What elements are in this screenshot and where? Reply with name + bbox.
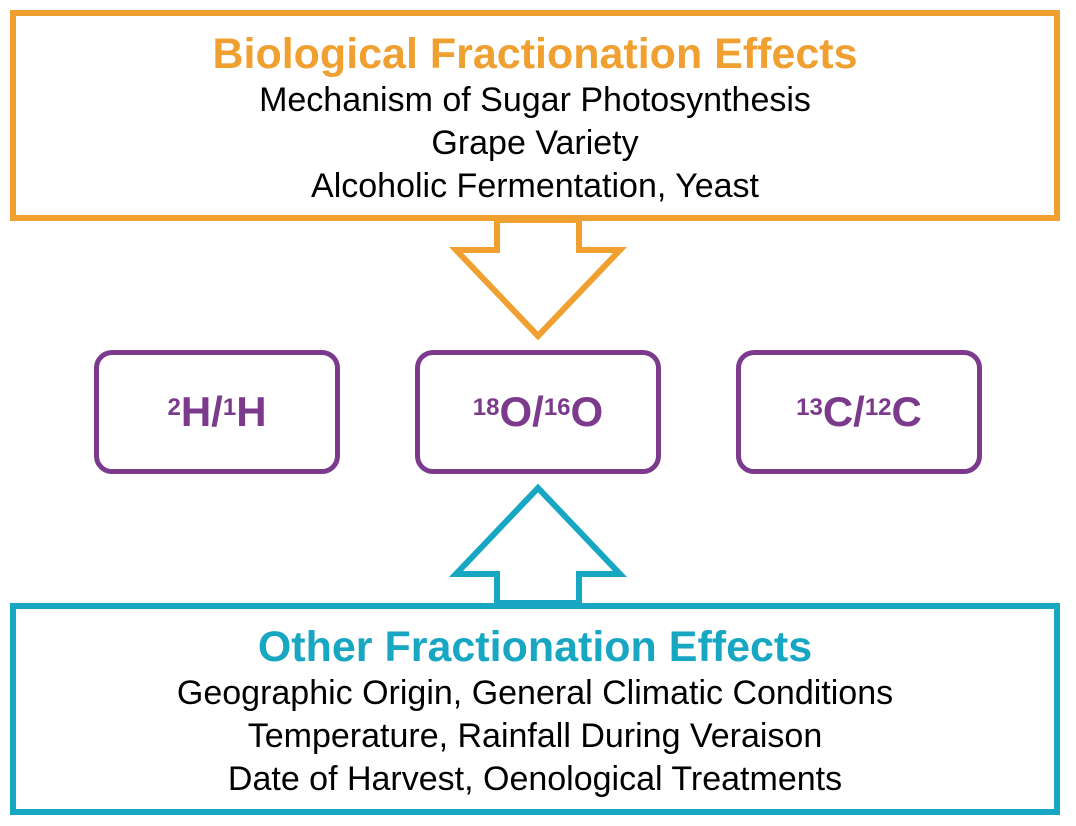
biological-effect-item: Alcoholic Fermentation, Yeast [311, 167, 759, 205]
heavy-mass-number: 2 [167, 394, 181, 421]
light-mass-number: 12 [864, 394, 892, 421]
heavy-mass-number: 18 [472, 394, 500, 421]
isotope-ratio-hydrogen: 2 H/1 H [94, 350, 340, 474]
other-effects-box: Other Fractionation Effects Geographic O… [10, 603, 1060, 815]
other-effect-item: Date of Harvest, Oenological Treatments [227, 760, 843, 798]
other-effect-item: Geographic Origin, General Climatic Cond… [176, 674, 894, 712]
heavy-mass-number: 13 [796, 394, 823, 421]
other-effect-item: Temperature, Rainfall During Veraison [247, 717, 823, 755]
isotope-ratio-oxygen: 18 O/16 O [415, 350, 661, 474]
biological-effect-item: Mechanism of Sugar Photosynthesis [259, 81, 811, 119]
biological-effects-box: Biological Fractionation Effects Mechani… [10, 10, 1060, 221]
biological-effects-title: Biological Fractionation Effects [212, 30, 858, 78]
ratio-slash: / [853, 388, 865, 435]
ratio-slash: / [532, 388, 544, 435]
biological-effects-list: Mechanism of Sugar Photosynthesis Grape … [16, 79, 1054, 208]
light-element: H [236, 388, 267, 435]
up-arrow [448, 483, 628, 606]
other-effects-title: Other Fractionation Effects [257, 623, 813, 671]
heavy-element: C [822, 388, 854, 435]
heavy-element: O [499, 388, 533, 435]
ratio-slash: / [211, 388, 223, 435]
light-element: O [570, 388, 604, 435]
light-mass-number: 1 [222, 394, 237, 421]
down-arrow [448, 217, 628, 341]
light-mass-number: 16 [543, 394, 571, 421]
isotope-ratio-carbon: 13 C/12 C [736, 350, 982, 474]
heavy-element: H [180, 388, 212, 435]
light-element: C [891, 388, 922, 435]
biological-effect-item: Grape Variety [431, 124, 639, 162]
other-effects-list: Geographic Origin, General Climatic Cond… [16, 672, 1054, 801]
